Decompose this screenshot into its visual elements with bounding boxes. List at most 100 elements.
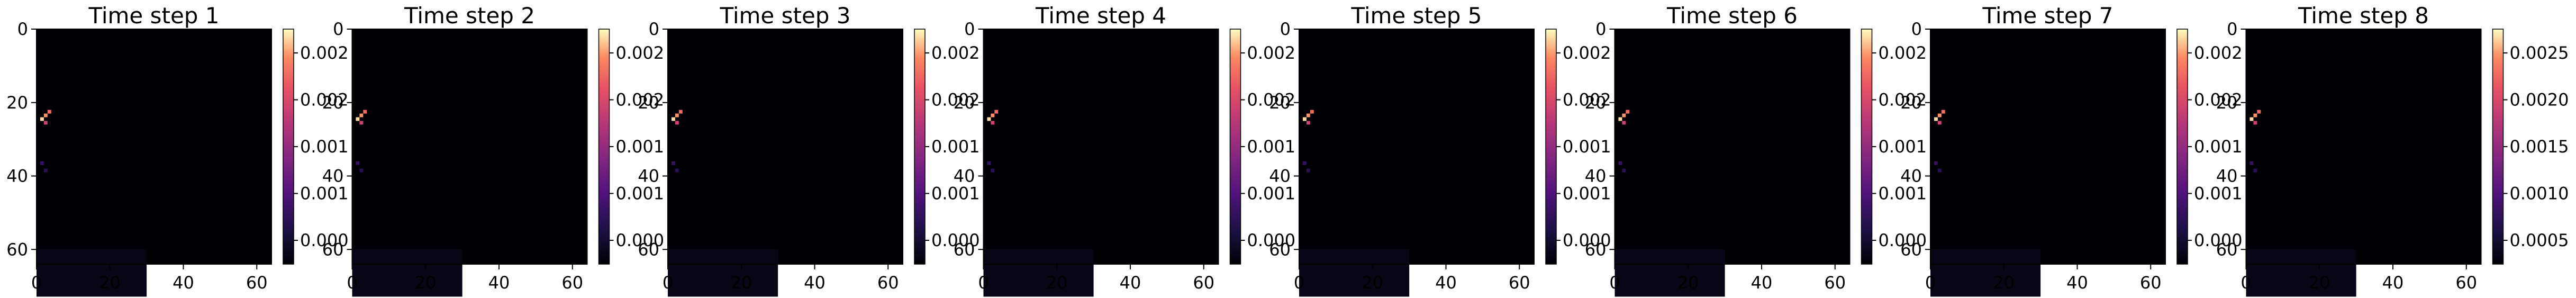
heatmap-faint-region — [668, 249, 778, 297]
colorbar-tick-label: 0.001 — [1247, 137, 1296, 157]
y-tick-label: 60 — [954, 239, 975, 259]
y-tick-label: 20 — [1269, 93, 1291, 113]
heatmap-cell — [1302, 117, 1307, 121]
heatmap-background — [352, 29, 587, 264]
x-tick-label: 40 — [2066, 273, 2088, 293]
colorbar-tick-label: 0.002 — [1879, 90, 1927, 110]
heatmap-faint-region — [352, 249, 462, 297]
heatmap-cell — [678, 110, 683, 114]
heatmap-cell — [43, 168, 48, 173]
colorbar-tick-label: 0.001 — [1879, 137, 1927, 157]
heatmap-cell — [2253, 168, 2257, 173]
heatmap-cell — [991, 168, 995, 173]
x-tick-label: 0 — [2241, 273, 2251, 293]
y-tick-label: 40 — [1900, 166, 1922, 186]
colorbar — [914, 29, 926, 265]
heatmap-cell — [675, 168, 679, 173]
x-tick-label: 40 — [804, 273, 826, 293]
heatmap-faint-region — [1299, 249, 1410, 297]
colorbar-tick-label: 0.000 — [931, 230, 980, 250]
colorbar-tick-label: 0.002 — [300, 90, 349, 110]
y-tick-label: 40 — [2216, 166, 2238, 186]
heatmap-cell — [359, 121, 364, 125]
heatmap-faint-region — [1930, 249, 2041, 297]
heatmap-cell — [359, 168, 364, 173]
y-tick-label: 0 — [649, 19, 659, 39]
heatmap-faint-region — [1614, 249, 1725, 297]
x-tick-label: 0 — [1294, 273, 1304, 293]
colorbar-tick-label: 0.000 — [616, 230, 665, 250]
x-tick-label: 60 — [1509, 273, 1530, 293]
y-tick-label: 40 — [322, 166, 344, 186]
heatmap-cell — [1937, 168, 1942, 173]
x-tick-label: 40 — [2382, 273, 2404, 293]
x-tick-label: 0 — [1609, 273, 1620, 293]
y-tick-label: 40 — [6, 166, 28, 186]
colorbar — [1861, 29, 1873, 265]
heatmap-cell — [1306, 113, 1310, 118]
colorbar — [283, 29, 294, 265]
x-tick-label: 60 — [1824, 273, 1846, 293]
heatmap-cell — [359, 113, 364, 118]
x-tick-label: 40 — [173, 273, 194, 293]
colorbar-tick-label: 0.002 — [2194, 90, 2243, 110]
y-tick-label: 40 — [638, 166, 659, 186]
x-tick-label: 0 — [978, 273, 988, 293]
heatmap-cell — [356, 161, 360, 165]
x-tick-label: 60 — [246, 273, 268, 293]
x-tick-label: 20 — [1677, 273, 1699, 293]
colorbar-tick-label: 0.002 — [931, 90, 980, 110]
colorbar-tick-label: 0.001 — [1563, 184, 1611, 204]
heatmap-cell — [1937, 121, 1942, 125]
x-tick-label: 0 — [347, 273, 357, 293]
heatmap-cell — [1618, 117, 1622, 121]
colorbar-tick-label: 0.002 — [1247, 43, 1296, 63]
colorbar — [2492, 29, 2504, 265]
heatmap-cell — [43, 113, 48, 118]
y-tick-label: 0 — [964, 19, 975, 39]
y-tick-label: 20 — [1900, 93, 1922, 113]
heatmap-cell — [2257, 110, 2261, 114]
x-tick-label: 40 — [1120, 273, 1141, 293]
heatmap-background — [668, 29, 903, 264]
y-tick-label: 60 — [1585, 239, 1607, 259]
heatmap-cell — [1937, 113, 1942, 118]
heatmap-cell — [40, 117, 44, 121]
heatmap-cell — [1622, 121, 1626, 125]
colorbar — [2176, 29, 2188, 265]
panel-title: Time step 8 — [2298, 3, 2429, 29]
colorbar-tick-label: 0.002 — [1563, 90, 1611, 110]
panel-title: Time step 2 — [404, 3, 535, 29]
colorbar-tick-label: 0.001 — [931, 137, 980, 157]
colorbar-tick-label: 0.002 — [1563, 43, 1611, 63]
colorbar-tick-label: 0.0015 — [2510, 137, 2569, 157]
colorbar-tick-label: 0.0020 — [2510, 90, 2569, 110]
colorbar-tick-label: 0.002 — [300, 43, 349, 63]
heatmap-cell — [991, 113, 995, 118]
axes-frame — [667, 29, 903, 265]
colorbar-tick-label: 0.002 — [1879, 43, 1927, 63]
heatmap-faint-region — [2246, 249, 2356, 297]
heatmap-faint-region — [37, 249, 147, 297]
colorbar-tick-label: 0.002 — [2194, 43, 2243, 63]
x-tick-label: 40 — [488, 273, 510, 293]
heatmap-cell — [1934, 161, 1938, 165]
x-tick-label: 20 — [1046, 273, 1068, 293]
axes-frame — [1930, 29, 2166, 265]
x-tick-label: 60 — [2140, 273, 2162, 293]
x-tick-label: 60 — [877, 273, 899, 293]
heatmap-cell — [671, 117, 675, 121]
colorbar-tick-label: 0.001 — [616, 184, 665, 204]
x-tick-label: 20 — [1993, 273, 2015, 293]
colorbar-tick-label: 0.001 — [931, 184, 980, 204]
y-tick-label: 60 — [322, 239, 344, 259]
heatmap-cell — [363, 110, 367, 114]
heatmap-cell — [675, 121, 679, 125]
axes-frame — [983, 29, 1219, 265]
colorbar-tick-label: 0.000 — [2194, 230, 2243, 250]
colorbar-tick-label: 0.001 — [1563, 137, 1611, 157]
